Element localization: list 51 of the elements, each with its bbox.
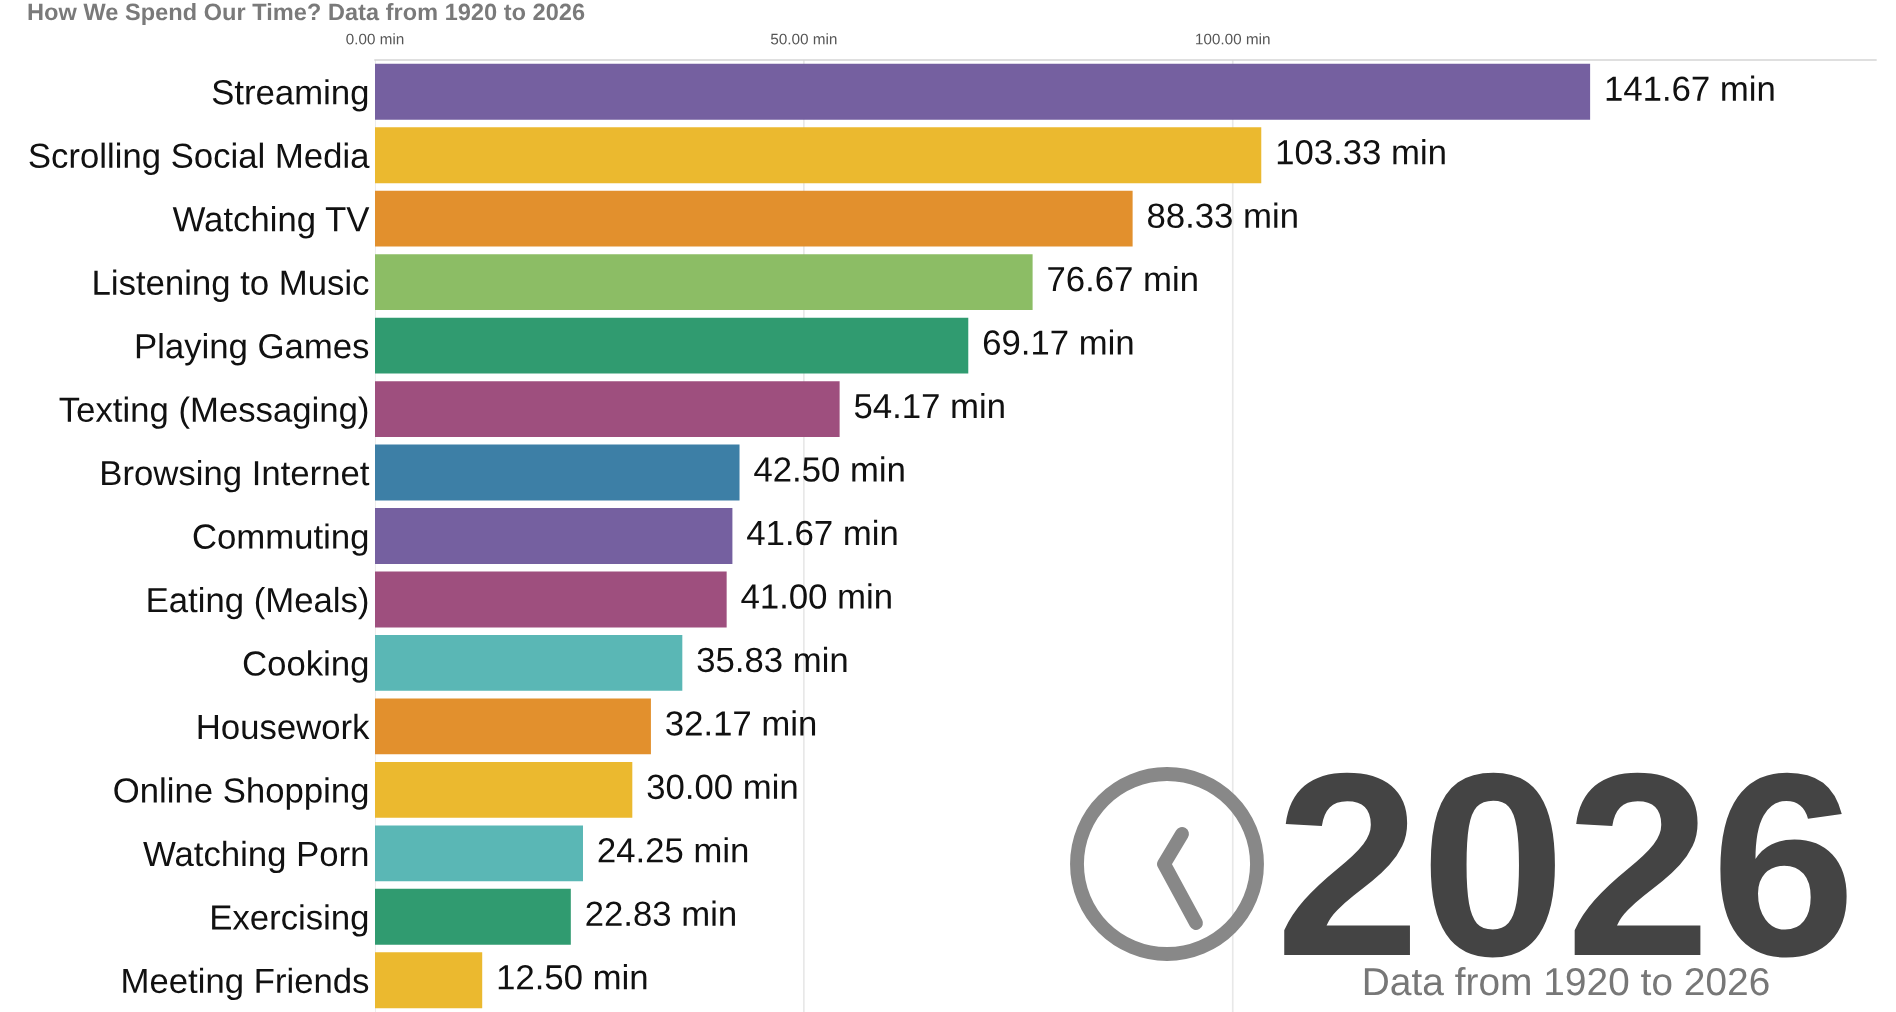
bar xyxy=(375,127,1262,184)
y-tick-label: Watching TV xyxy=(172,206,370,239)
data-label: 12.50 min xyxy=(498,964,647,990)
bar xyxy=(375,63,1591,120)
data-label: 69.17 min xyxy=(983,329,1133,355)
data-label: 32.17 min xyxy=(666,710,816,736)
x-tick-label: 100.00 min xyxy=(1196,33,1270,45)
data-label: 76.67 min xyxy=(1048,265,1197,292)
y-tick-label: Exercising xyxy=(212,904,368,937)
data-label: 54.17 min xyxy=(854,392,1004,419)
data-label: 41.00 min xyxy=(741,583,891,609)
data-label: 141.67 min xyxy=(1606,75,1774,102)
bar xyxy=(375,317,969,374)
y-tick-label: Meeting Friends xyxy=(123,967,369,1001)
bar xyxy=(375,254,1033,311)
y-tick-label: Housework xyxy=(198,713,370,740)
y-tick-label: Watching Porn xyxy=(143,840,368,874)
x-tick-label: 50.00 min xyxy=(770,33,837,45)
bar xyxy=(375,761,633,818)
y-tick-label: Streaming xyxy=(212,79,368,112)
bar xyxy=(375,825,583,882)
y-tick-label: Eating (Meals) xyxy=(148,586,368,620)
data-label: 88.33 min xyxy=(1148,202,1297,228)
y-tick-label: Cooking xyxy=(243,650,368,683)
x-tick-label: 0.00 min xyxy=(346,33,404,45)
y-tick-label: Commuting xyxy=(193,523,368,556)
bar xyxy=(375,571,727,628)
bar xyxy=(375,190,1133,247)
y-tick-label: Scrolling Social Media xyxy=(29,142,370,175)
data-label: 22.83 min xyxy=(586,900,735,927)
bar xyxy=(375,635,683,691)
bar xyxy=(375,508,733,564)
data-label: 35.83 min xyxy=(697,646,847,673)
bar xyxy=(375,952,483,1009)
bar xyxy=(375,698,651,755)
y-tick-label: Browsing Internet xyxy=(102,459,370,493)
annotation: 2026 xyxy=(1284,772,1847,958)
data-label: 103.33 min xyxy=(1277,139,1445,165)
y-tick-label: Playing Games xyxy=(136,333,369,366)
bar xyxy=(375,381,840,437)
bar xyxy=(375,444,740,501)
chart-title: How We Spend Our Time? Data from 1920 to 2026 xyxy=(28,3,585,25)
data-label: 41.67 min xyxy=(747,519,897,546)
data-label: 30.00 min xyxy=(647,773,797,800)
y-tick-label: Online Shopping xyxy=(114,777,368,810)
y-tick-label: Texting (Messaging) xyxy=(59,396,368,429)
annotation: Data from 1920 to 2026 xyxy=(1364,966,1769,996)
data-label: 42.50 min xyxy=(754,456,904,482)
y-tick-label: Listening to Music xyxy=(94,269,369,302)
bar xyxy=(375,888,571,945)
data-label: 24.25 min xyxy=(598,837,748,863)
